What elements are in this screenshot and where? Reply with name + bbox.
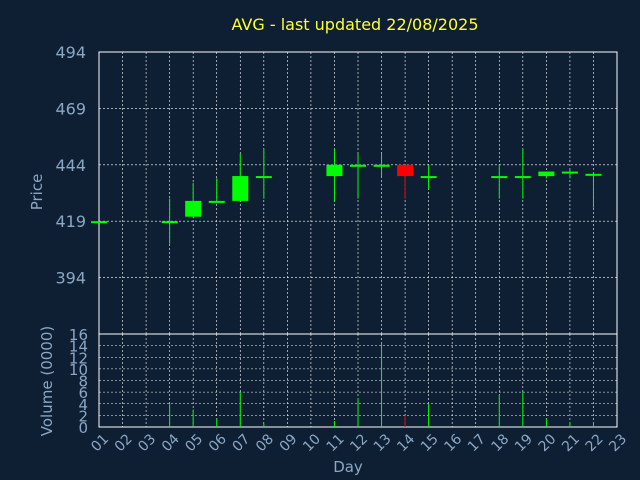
volume-axis-label: Volume (0000): [38, 326, 56, 436]
price-axis-label: Price: [28, 174, 46, 211]
candle-body: [585, 173, 602, 176]
candle-body: [561, 171, 578, 174]
candle-body: [185, 200, 202, 217]
day-tick-label: 07: [229, 431, 253, 455]
day-tick-label: 20: [536, 431, 560, 455]
day-tick-label: 22: [583, 431, 607, 455]
candle-body: [538, 171, 555, 177]
price-tick-label: 419: [55, 212, 86, 231]
volume-tick-label: 6: [78, 384, 88, 402]
price-tick-label: 469: [55, 99, 86, 118]
candle-body: [255, 176, 272, 179]
chart-title: AVG - last updated 22/08/2025: [232, 15, 479, 34]
day-tick-label: 23: [606, 431, 630, 455]
day-tick-label: 21: [559, 431, 583, 455]
day-tick-label: 15: [418, 431, 442, 455]
day-tick-label: 13: [371, 431, 395, 455]
candle-body: [397, 164, 414, 177]
day-tick-label: 04: [159, 431, 183, 455]
candle-body: [91, 221, 107, 224]
candle-body: [326, 164, 343, 177]
volume-tick-label: 2: [78, 407, 88, 425]
candle-body: [373, 164, 390, 167]
candle-body: [208, 200, 225, 203]
price-plot: [91, 149, 602, 244]
day-tick-label: 09: [277, 431, 301, 455]
price-tick-label: 494: [55, 43, 86, 62]
day-tick-label: 17: [465, 431, 489, 455]
day-tick-label: 06: [206, 431, 230, 455]
candle-body: [420, 176, 437, 179]
candle-body: [350, 164, 366, 167]
candle-body: [161, 221, 178, 224]
price-tick-label: 394: [55, 269, 86, 288]
volume-tick-label: 10: [69, 361, 88, 379]
price-axis-ticks: 394 419 444 469 494: [55, 43, 86, 288]
day-tick-label: 14: [394, 431, 418, 455]
candle-body: [491, 176, 508, 179]
candle-body: [514, 176, 531, 179]
volume-tick-label: 16: [69, 326, 88, 344]
volume-tick-label: 8: [78, 373, 88, 391]
candle-body: [232, 176, 249, 201]
price-tick-label: 444: [55, 156, 86, 175]
day-tick-label: 11: [324, 431, 348, 455]
day-tick-label: 16: [441, 431, 465, 455]
day-tick-label: 03: [135, 431, 159, 455]
volume-tick-label: 4: [78, 396, 88, 414]
day-tick-label: 01: [88, 431, 112, 455]
day-axis-ticks: 01 02 03 04 05 06 07 08 09 10 11 12 13 14 15 16 17 18 19 20…: [88, 431, 630, 455]
day-tick-label: 18: [488, 431, 512, 455]
day-tick-label: 02: [112, 431, 136, 455]
day-axis-label: Day: [333, 458, 363, 476]
day-tick-label: 08: [253, 431, 277, 455]
day-tick-label: 10: [300, 431, 324, 455]
day-tick-label: 05: [182, 431, 206, 455]
day-tick-label: 19: [512, 431, 536, 455]
volume-tick-label: 12: [69, 349, 88, 367]
volume-plot: [169, 342, 594, 427]
volume-tick-label: 0: [78, 419, 88, 437]
volume-tick-label: 14: [69, 338, 88, 356]
day-tick-label: 12: [347, 431, 371, 455]
